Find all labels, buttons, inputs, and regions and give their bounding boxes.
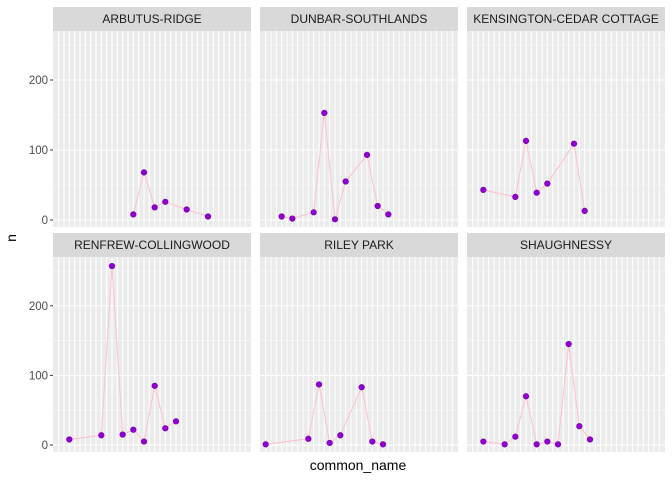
data-point [581,207,588,214]
facet-strip [53,233,251,257]
facet-panel: ARBUTUS-RIDGE [53,7,251,227]
data-point [151,382,158,389]
panel-background [467,257,665,452]
panel-background [53,257,251,452]
data-point [533,441,540,448]
facet-strip [260,233,458,257]
facet-strip [260,7,458,31]
y-tick-label: 100 [29,145,48,157]
data-point [570,140,578,147]
data-point [315,381,323,388]
data-point [544,180,551,187]
data-point [331,216,339,223]
facet-title: DUNBAR-SOUTHLANDS [291,12,428,26]
x-axis-title: common_name [310,457,407,473]
data-point [522,137,530,144]
data-point [162,425,169,432]
data-point [369,438,376,445]
facet-strip [467,233,665,257]
data-point [326,439,333,447]
data-point [342,178,349,185]
data-point [512,433,519,440]
data-point [119,431,126,438]
facet-title: SHAUGHNESSY [520,238,612,252]
facet-title: RILEY PARK [324,238,394,252]
data-point [310,209,317,216]
data-point [374,202,381,210]
data-point [278,213,285,220]
data-point [262,441,269,448]
data-point [586,436,594,443]
series-line [265,384,384,445]
data-point [321,109,328,116]
data-point [130,211,137,218]
data-point [66,436,73,443]
data-point [183,206,190,213]
facet-panel: RILEY PARK [260,233,458,452]
data-point [204,213,212,220]
data-point [565,340,572,348]
data-point [522,393,530,400]
data-point [162,198,169,205]
panel-background [260,31,458,227]
facet-strip [467,7,665,31]
data-point [98,432,105,439]
data-point [151,204,158,211]
data-point [512,193,519,200]
facet-title: RENFREW-COLLINGWOOD [74,238,230,252]
panel-background [260,257,458,452]
facet-panel: SHAUGHNESSY [467,233,665,452]
y-tick-label: 0 [42,215,48,227]
y-axis-title: n [3,234,19,242]
data-point [501,441,508,448]
y-tick-label: 200 [29,75,48,87]
y-tick-label: 100 [29,370,48,382]
data-point [140,438,148,445]
data-point [480,438,487,445]
data-point [172,418,180,425]
data-point [140,169,148,176]
facet-panel: RENFREW-COLLINGWOOD [53,233,251,452]
series-line [483,344,591,445]
data-point [379,441,387,448]
y-tick-label: 0 [42,440,48,452]
data-point [337,432,344,439]
facet-title: KENSINGTON-CEDAR COTTAGE [473,12,659,26]
data-point [544,438,551,445]
facet-panel: KENSINGTON-CEDAR COTTAGE [467,7,665,227]
facet-title: ARBUTUS-RIDGE [102,12,201,26]
y-tick-label: 200 [29,301,48,313]
data-point [130,426,137,433]
panel-background [53,31,251,227]
data-point [108,262,116,270]
data-point [533,189,540,196]
facet-strip [53,7,251,31]
data-point [554,441,562,448]
series-line [132,170,209,217]
data-point [480,186,487,193]
data-point [305,435,312,442]
facet-panel: DUNBAR-SOUTHLANDS [260,7,458,227]
data-point [576,423,583,430]
data-point [385,211,392,218]
panel-background [467,31,665,227]
data-point [358,384,365,391]
data-point [289,215,296,222]
data-point [363,151,371,158]
